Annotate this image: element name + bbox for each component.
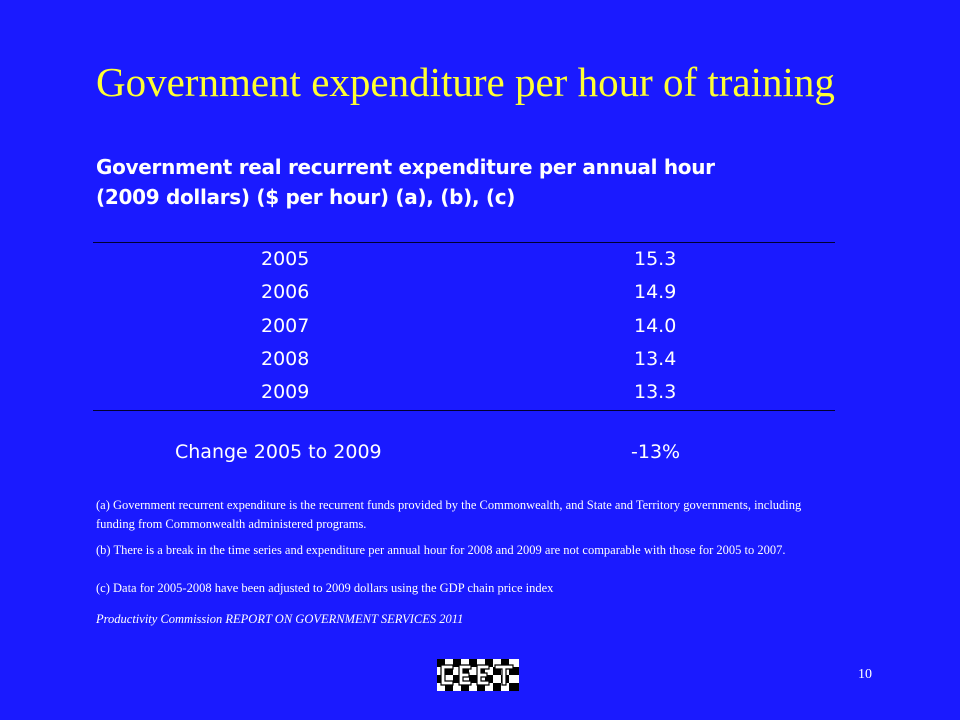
source-citation: Productivity Commission REPORT ON GOVERN… [96, 612, 464, 626]
subtitle-line-2: (2009 dollars) ($ per hour) (a), (b), (c… [96, 185, 516, 209]
checkered-logo-icon [437, 659, 519, 691]
table-row: 2007 14.0 [93, 315, 835, 345]
year-cell: 2006 [261, 281, 310, 303]
table-bottom-rule [93, 410, 835, 411]
note-b: (b) There is a break in the time series … [96, 543, 786, 557]
page-number: 10 [858, 667, 872, 682]
year-cell: 2005 [261, 248, 310, 270]
year-cell: 2008 [261, 348, 310, 370]
table-row: 2008 13.4 [93, 348, 835, 378]
table-top-rule [93, 242, 835, 243]
table-row: 2006 14.9 [93, 281, 835, 311]
slide-title: Government expenditure per hour of train… [96, 59, 835, 105]
note-c: (c) Data for 2005-2008 have been adjuste… [96, 581, 554, 595]
change-row: Change 2005 to 2009 -13% [93, 441, 835, 471]
value-cell: 13.4 [634, 348, 677, 370]
table-row: 2005 15.3 [93, 248, 835, 278]
year-cell: 2009 [261, 381, 310, 403]
change-label: Change 2005 to 2009 [175, 441, 382, 463]
year-cell: 2007 [261, 315, 310, 337]
value-cell: 14.0 [634, 315, 677, 337]
value-cell: 15.3 [634, 248, 677, 270]
table-subtitle: Government real recurrent expenditure pe… [96, 152, 836, 212]
value-cell: 14.9 [634, 281, 677, 303]
table-row: 2009 13.3 [93, 381, 835, 411]
change-value: -13% [631, 441, 681, 463]
note-a: (a) Government recurrent expenditure is … [96, 498, 802, 531]
subtitle-line-1: Government real recurrent expenditure pe… [96, 155, 715, 179]
value-cell: 13.3 [634, 381, 677, 403]
